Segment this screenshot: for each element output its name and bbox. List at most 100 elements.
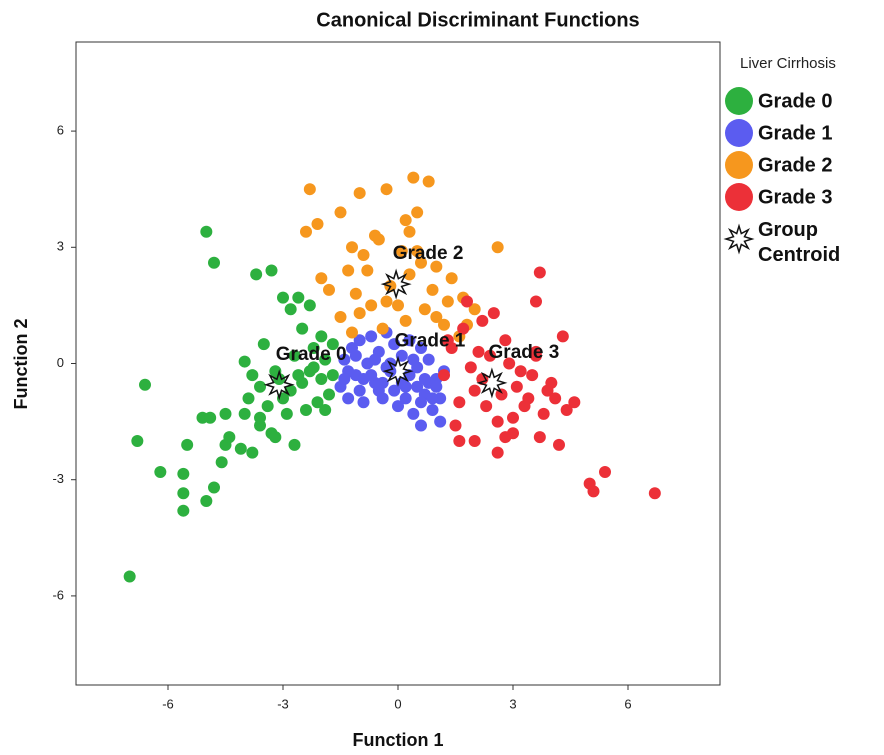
y-tick-label: 0: [57, 355, 64, 370]
x-tick-label: 6: [624, 696, 631, 711]
x-tick-label: -6: [162, 696, 174, 711]
point: [342, 264, 355, 277]
point: [353, 307, 366, 320]
point: [530, 295, 542, 308]
legend-swatch: [725, 119, 753, 147]
centroid: [263, 369, 295, 401]
point: [323, 388, 335, 401]
point: [334, 206, 347, 219]
point: [518, 400, 531, 413]
point: [549, 392, 562, 405]
point: [430, 260, 443, 273]
point: [342, 392, 355, 405]
point: [403, 225, 416, 238]
point: [326, 338, 339, 351]
point: [380, 295, 393, 308]
point: [254, 411, 266, 424]
point: [461, 295, 473, 308]
point: [438, 369, 450, 382]
point: [154, 465, 167, 478]
point: [464, 361, 477, 374]
point: [338, 372, 351, 385]
point: [468, 384, 481, 397]
point: [510, 380, 523, 393]
point: [415, 342, 427, 355]
point: [449, 419, 462, 432]
y-axis-label: Function 2: [11, 319, 31, 410]
point: [468, 303, 481, 316]
point: [300, 403, 312, 416]
point: [307, 342, 320, 355]
point: [246, 369, 259, 382]
point: [407, 407, 420, 420]
point: [499, 334, 512, 347]
point: [326, 369, 339, 382]
point: [372, 233, 385, 246]
point: [139, 378, 151, 391]
point: [177, 487, 190, 500]
point: [399, 392, 412, 405]
point: [365, 299, 378, 312]
point: [215, 456, 228, 469]
point: [560, 403, 573, 416]
point: [392, 400, 404, 413]
point: [200, 495, 213, 508]
legend-label: Grade 1: [758, 122, 832, 144]
point: [426, 283, 439, 296]
legend-label: Grade 2: [758, 154, 832, 176]
point: [468, 434, 481, 447]
point: [526, 369, 539, 382]
centroid-label: Grade 2: [393, 243, 464, 264]
point: [223, 431, 236, 444]
y-tick-label: -6: [52, 587, 64, 602]
point: [472, 345, 485, 358]
y-tick-label: 3: [57, 239, 64, 254]
plot-area: [75, 41, 721, 686]
point: [426, 403, 439, 416]
point: [430, 311, 443, 324]
point: [131, 434, 144, 447]
point: [357, 396, 370, 409]
point: [273, 372, 286, 385]
point: [238, 407, 251, 420]
point: [315, 372, 328, 385]
legend-title: Liver Cirrhosis: [740, 55, 836, 72]
point: [288, 438, 301, 451]
point: [499, 431, 512, 444]
point: [445, 272, 458, 285]
chart-title: Canonical Discriminant Functions: [316, 9, 639, 31]
point: [353, 384, 366, 397]
point: [311, 396, 324, 409]
point: [530, 349, 542, 362]
point: [533, 266, 546, 279]
point: [353, 187, 366, 200]
centroid-label: Grade 3: [489, 342, 560, 363]
point: [441, 295, 454, 308]
point: [411, 245, 424, 258]
point: [346, 326, 358, 339]
centroid-label: Grade 1: [395, 330, 466, 351]
point: [303, 183, 316, 196]
point: [315, 272, 328, 285]
point: [357, 249, 370, 262]
y-tick-label: 6: [57, 123, 64, 138]
point: [292, 369, 305, 382]
point: [288, 349, 301, 362]
point: [599, 465, 611, 478]
point: [399, 214, 412, 227]
point: [319, 353, 332, 366]
point: [491, 415, 504, 428]
point: [403, 334, 416, 347]
point: [403, 268, 416, 281]
point: [177, 467, 190, 480]
point: [200, 225, 213, 238]
legend-swatch: [725, 183, 753, 211]
point: [388, 338, 401, 351]
point: [284, 303, 297, 316]
point: [219, 407, 232, 420]
point: [487, 307, 500, 320]
point: [434, 415, 447, 428]
point: [453, 396, 466, 409]
centroid: [476, 367, 508, 399]
point: [361, 264, 374, 277]
